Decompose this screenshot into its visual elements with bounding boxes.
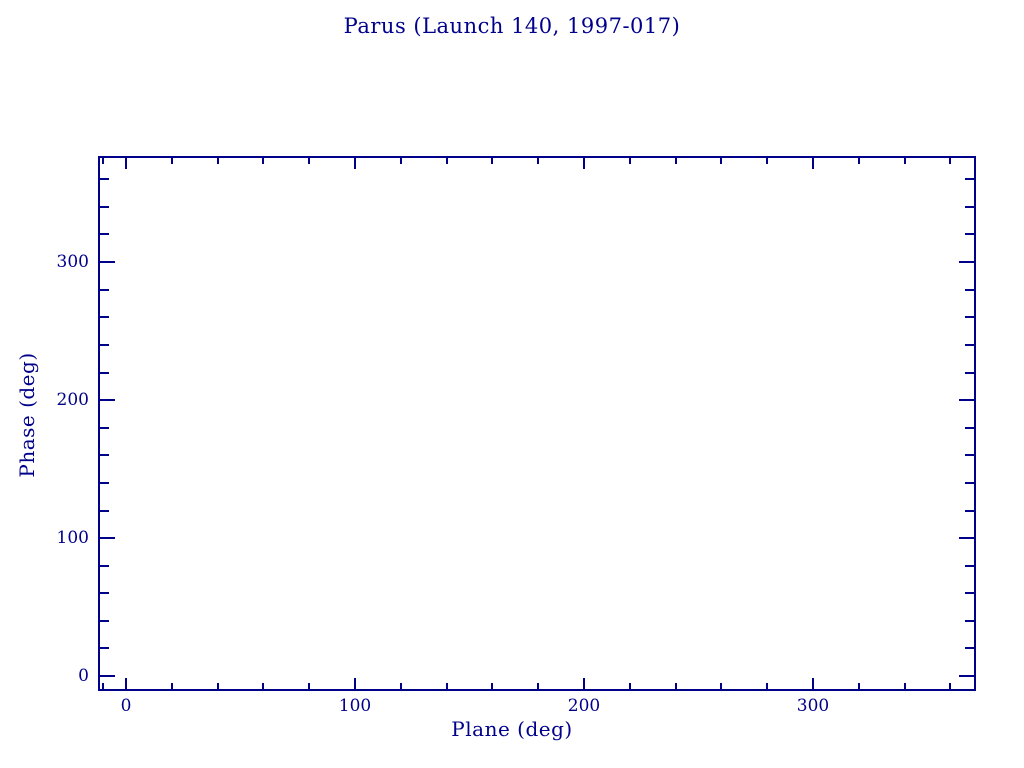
x-tick-label-200: 200 xyxy=(567,696,601,716)
y-tick-label-0: 0 xyxy=(78,666,89,686)
x-tick-label-0: 0 xyxy=(120,696,132,716)
plot-frame xyxy=(98,156,976,691)
x-tick-label-300: 300 xyxy=(796,696,830,716)
y-axis-ticks xyxy=(99,178,975,677)
x-axis-title: Plane (deg) xyxy=(451,717,573,741)
x-axis-ticks xyxy=(102,157,951,690)
page-title: Parus (Launch 140, 1997-017) xyxy=(343,14,681,38)
y-tick-label-200: 200 xyxy=(56,390,89,410)
x-tick-label-100: 100 xyxy=(338,696,372,716)
y-tick-label-300: 300 xyxy=(56,252,89,272)
y-axis-title: Phase (deg) xyxy=(15,352,39,478)
y-tick-label-100: 100 xyxy=(56,528,89,548)
